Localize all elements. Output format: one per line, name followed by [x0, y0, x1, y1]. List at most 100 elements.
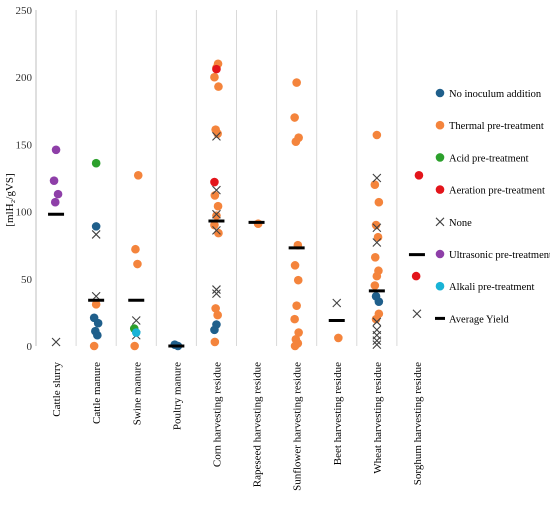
- x-stroke: [51, 337, 61, 347]
- data-point: [91, 222, 101, 231]
- x-stroke: [372, 173, 382, 183]
- data-point: [370, 180, 380, 190]
- data-point-x: [91, 230, 101, 239]
- data-point: [89, 341, 99, 351]
- legend-marker: [435, 281, 445, 291]
- x-stroke: [212, 289, 221, 298]
- data-point-x: [412, 309, 422, 319]
- data-point: [372, 271, 382, 281]
- x-category-label: Rapeseed harvesting residue: [252, 362, 264, 487]
- legend-marker: [435, 217, 445, 227]
- y-tick-label: 50: [21, 274, 33, 286]
- data-point: [50, 197, 60, 207]
- data-point-x: [212, 226, 221, 235]
- x-category-label: Wheat harvesting residue: [372, 362, 384, 474]
- x-stroke: [212, 226, 221, 235]
- data-point: [211, 304, 220, 313]
- x-stroke: [131, 316, 141, 325]
- x-stroke: [372, 317, 382, 327]
- data-point-x: [51, 337, 61, 347]
- data-point: [210, 337, 220, 347]
- data-point: [213, 201, 223, 211]
- data-point-x: [372, 340, 382, 350]
- data-point: [131, 328, 141, 337]
- data-point-x: [372, 336, 382, 346]
- data-point: [53, 189, 63, 199]
- x-category-label: Poultry manure: [171, 362, 183, 430]
- legend-label: Thermal pre-treatment: [449, 121, 544, 132]
- data-point: [130, 341, 139, 351]
- x-stroke: [372, 336, 382, 346]
- x-stroke: [332, 298, 342, 308]
- data-point: [334, 333, 343, 343]
- data-point: [291, 137, 301, 147]
- data-point-x: [212, 285, 221, 294]
- y-axis-label: [mlH₂/gVS]: [4, 173, 16, 226]
- x-stroke: [212, 131, 221, 141]
- y-tick-label: 100: [16, 207, 33, 219]
- legend-item: Alkali pre-treatment: [435, 281, 535, 293]
- data-point: [374, 197, 384, 207]
- data-point-x: [372, 173, 382, 183]
- data-point: [91, 300, 101, 309]
- legend-item: Ultrasonic pre-treatment: [435, 249, 550, 261]
- x-category-label: Sorghum harvesting residue: [412, 362, 424, 485]
- legend-item: Aeration pre-treatment: [435, 185, 545, 197]
- data-point: [372, 130, 382, 140]
- x-category-label: Cattle manure: [91, 362, 103, 424]
- data-point: [371, 314, 381, 324]
- data-point: [414, 171, 424, 180]
- data-point-x: [372, 238, 382, 247]
- data-point: [131, 244, 140, 254]
- data-point: [210, 177, 219, 187]
- x-category-label: Cattle slurry: [51, 362, 63, 417]
- legend-marker: [435, 249, 445, 259]
- x-stroke: [212, 209, 221, 219]
- data-point: [292, 78, 301, 87]
- data-point: [210, 72, 219, 82]
- legend-item: Average Yield: [435, 314, 510, 325]
- data-point-x: [212, 131, 221, 141]
- legend-item: Thermal pre-treatment: [435, 120, 544, 132]
- data-point: [133, 171, 143, 180]
- x-stroke: [212, 285, 221, 294]
- y-tick-label: 250: [16, 5, 33, 17]
- legend: No inoculum addition Thermal pre-treatmen…: [435, 88, 550, 325]
- data-point: [214, 82, 223, 91]
- data-point: [290, 314, 299, 324]
- data-point: [292, 301, 301, 310]
- data-point: [213, 310, 222, 320]
- legend-label: No inoculum addition: [449, 89, 542, 100]
- legend-marker: [435, 120, 445, 130]
- data-point: [91, 158, 101, 168]
- legend-item: None: [435, 217, 472, 229]
- legend-marker: [435, 153, 445, 162]
- legend-label: Average Yield: [449, 314, 510, 325]
- data-point: [290, 113, 299, 122]
- x-stroke: [372, 238, 382, 247]
- data-point: [93, 330, 102, 340]
- data-point: [411, 271, 421, 281]
- legend-label: Alkali pre-treatment: [449, 282, 535, 293]
- data-point: [213, 129, 222, 138]
- legend-marker: [435, 185, 445, 194]
- legend-item: Acid pre-treatment: [435, 153, 529, 164]
- legend-marker: [435, 88, 445, 98]
- data-point: [49, 176, 59, 185]
- x-category-label: Swine manure: [131, 362, 143, 425]
- y-tick-label: 150: [16, 139, 33, 151]
- data-point: [133, 259, 142, 269]
- data-point: [93, 318, 103, 328]
- x-category-label: Corn harvesting residue: [211, 362, 223, 467]
- data-point: [371, 291, 381, 301]
- legend-label: Aeration pre-treatment: [449, 186, 545, 197]
- data-point: [371, 220, 381, 230]
- legend-label: Ultrasonic pre-treatment: [449, 250, 550, 261]
- x-stroke: [91, 230, 101, 239]
- x-stroke: [372, 223, 382, 233]
- y-tick-label: 200: [16, 72, 33, 84]
- x-stroke: [212, 185, 221, 195]
- data-point: [212, 64, 221, 74]
- y-tick-label: 0: [27, 341, 33, 353]
